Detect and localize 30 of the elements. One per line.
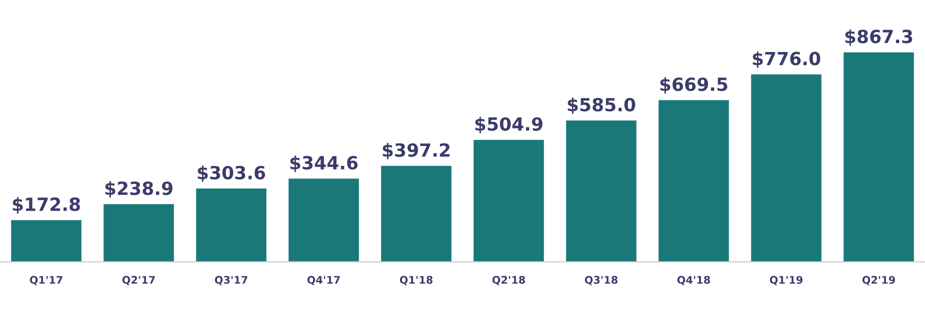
data-label: $397.2 <box>382 142 450 160</box>
x-tick-label: Q3'18 <box>584 276 618 286</box>
data-label: $504.9 <box>475 116 542 134</box>
x-tick-label: Q1'17 <box>30 276 62 286</box>
x-tick-label: Q2'17 <box>122 276 155 286</box>
data-label: $669.5 <box>660 77 728 94</box>
x-tick-label: Q2'19 <box>862 276 895 286</box>
x-tick-label: Q1'19 <box>770 276 802 286</box>
bar <box>288 178 359 262</box>
data-label: $776.0 <box>752 51 820 68</box>
bar <box>844 52 914 262</box>
bar <box>474 140 544 262</box>
bar <box>104 204 174 262</box>
data-label: $585.0 <box>568 98 636 114</box>
bar <box>196 188 266 262</box>
bar <box>381 166 452 262</box>
bar <box>566 120 636 262</box>
data-label: $344.6 <box>290 156 358 172</box>
x-tick-label: Q2'18 <box>492 276 525 286</box>
bar <box>658 100 729 262</box>
data-label: $303.6 <box>198 166 266 182</box>
data-label: $238.9 <box>105 181 172 198</box>
x-tick-label: Q4'17 <box>307 276 340 286</box>
x-tick-label: Q4'18 <box>677 276 710 286</box>
bar <box>751 74 822 262</box>
x-tick-label: Q3'17 <box>214 276 248 286</box>
data-label: $172.8 <box>12 197 80 214</box>
x-tick-label: Q1'18 <box>400 276 432 286</box>
bar <box>11 220 82 262</box>
data-label: $867.3 <box>845 29 912 46</box>
